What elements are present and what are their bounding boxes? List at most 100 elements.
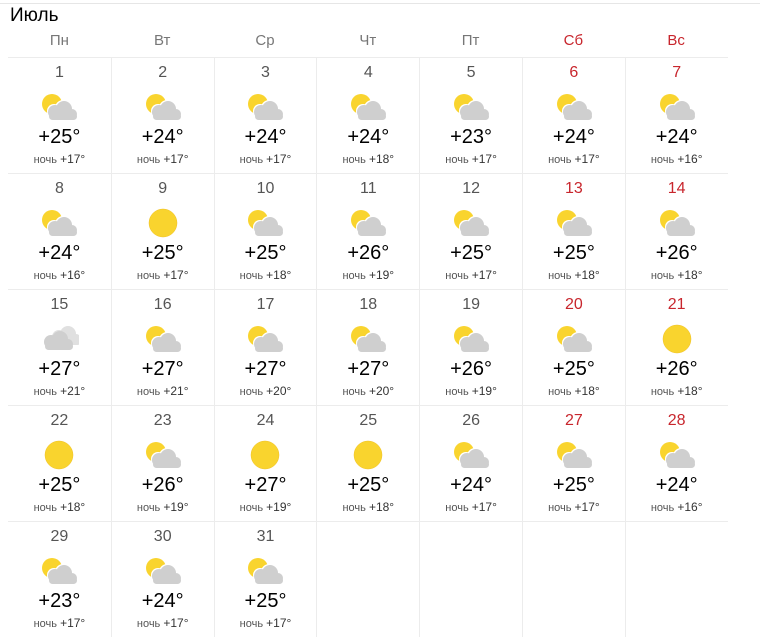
day-number: 24 <box>256 412 275 429</box>
day-cell[interactable]: 27 +25° ночь +17° <box>521 405 625 521</box>
day-cell[interactable]: 13 +25° ночь +18° <box>521 173 625 289</box>
night-label: ночь <box>33 270 57 282</box>
day-cell[interactable]: 7 +24° ночь +16° <box>624 57 728 173</box>
partly-cloudy-icon <box>348 324 388 354</box>
day-cell[interactable]: 14 +26° ночь +18° <box>624 173 728 289</box>
night-label: ночь <box>136 270 161 282</box>
partly-cloudy-icon <box>451 92 491 122</box>
night-label: ночь <box>239 386 264 398</box>
day-cell[interactable]: 21 +26° ночь +18° <box>624 289 728 405</box>
day-temperature: +27° <box>244 358 287 380</box>
night-temperature: ночь +20° <box>215 384 317 398</box>
day-number: 30 <box>153 528 172 545</box>
day-number: 25 <box>359 412 378 429</box>
night-label: ночь <box>548 386 572 398</box>
day-cell[interactable]: 9 +25° ночь +17° <box>110 173 214 289</box>
day-temperature: +24° <box>655 126 698 148</box>
night-value: +17° <box>60 616 86 630</box>
day-number: 5 <box>466 64 476 81</box>
day-cell[interactable]: 23 +26° ночь +19° <box>110 405 214 521</box>
night-value: +17° <box>60 152 86 166</box>
night-temperature: ночь +17° <box>112 268 214 282</box>
day-number: 6 <box>569 64 579 81</box>
night-value: +18° <box>677 268 703 282</box>
day-number: 16 <box>153 296 172 313</box>
night-temperature: ночь +21° <box>8 384 111 398</box>
day-temperature: +24° <box>450 474 493 496</box>
top-divider <box>0 0 760 4</box>
night-value: +18° <box>368 152 395 166</box>
night-temperature: ночь +19° <box>215 500 317 514</box>
day-number: 19 <box>462 296 480 313</box>
day-cell[interactable]: 6 +24° ночь +17° <box>521 57 625 173</box>
night-temperature: ночь +17° <box>523 500 625 514</box>
night-temperature: ночь +18° <box>523 268 625 282</box>
day-cell[interactable]: 4 +24° ночь +18° <box>316 57 420 173</box>
night-value: +17° <box>471 152 497 166</box>
day-temperature: +26° <box>450 358 493 380</box>
day-cell[interactable]: 26 +24° ночь +17° <box>419 405 522 521</box>
partly-cloudy-icon <box>554 440 594 470</box>
night-value: +17° <box>163 616 189 630</box>
partly-cloudy-icon <box>245 324 285 354</box>
day-cell[interactable]: 17 +27° ночь +20° <box>213 289 317 405</box>
night-temperature: ночь +18° <box>215 268 317 282</box>
day-temperature: +25° <box>141 242 184 264</box>
day-temperature: +26° <box>655 358 698 380</box>
night-label: ночь <box>650 502 675 514</box>
day-cell[interactable]: 24 +27° ночь +19° <box>213 405 317 521</box>
night-label: ночь <box>650 154 675 166</box>
night-label: ночь <box>548 270 572 282</box>
night-value: +21° <box>60 384 86 398</box>
day-cell[interactable]: 10 +25° ночь +18° <box>213 173 317 289</box>
night-temperature: ночь +17° <box>420 152 522 166</box>
night-label: ночь <box>33 154 57 166</box>
night-value: +17° <box>574 500 600 514</box>
day-number: 1 <box>54 64 64 81</box>
weekday-label: Вс <box>667 32 685 49</box>
day-cell[interactable]: 31 +25° ночь +17° <box>213 521 317 637</box>
day-cell[interactable]: 15 +27° ночь +21° <box>8 289 111 405</box>
day-cell[interactable]: 12 +25° ночь +17° <box>419 173 522 289</box>
partly-cloudy-icon <box>554 92 594 122</box>
day-cell[interactable]: 19 +26° ночь +19° <box>419 289 522 405</box>
day-temperature: +26° <box>347 242 390 264</box>
day-cell[interactable]: 29 +23° ночь +17° <box>8 521 111 637</box>
night-temperature: ночь +18° <box>626 384 728 398</box>
night-temperature: ночь +17° <box>420 500 522 514</box>
day-temperature: +25° <box>244 242 287 264</box>
day-cell[interactable]: 22 +25° ночь +18° <box>8 405 111 521</box>
night-temperature: ночь +20° <box>317 384 419 398</box>
day-number: 11 <box>359 180 377 197</box>
night-temperature: ночь +17° <box>112 616 214 630</box>
day-cell[interactable]: 2 +24° ночь +17° <box>110 57 214 173</box>
day-cell[interactable]: 30 +24° ночь +17° <box>110 521 214 637</box>
day-cell[interactable]: 20 +25° ночь +18° <box>521 289 625 405</box>
night-label: ночь <box>342 270 366 282</box>
day-cell[interactable]: 16 +27° ночь +21° <box>110 289 214 405</box>
night-temperature: ночь +18° <box>8 500 111 514</box>
day-temperature: +24° <box>141 590 184 612</box>
day-cell[interactable]: 1 +25° ночь +17° <box>8 57 111 173</box>
day-cell[interactable]: 28 +24° ночь +16° <box>624 405 728 521</box>
night-value: +18° <box>677 384 703 398</box>
day-cell[interactable]: 8 +24° ночь +16° <box>8 173 111 289</box>
partly-cloudy-icon <box>348 208 388 238</box>
night-label: ночь <box>239 618 264 630</box>
day-cell[interactable]: 5 +23° ночь +17° <box>419 57 522 173</box>
night-temperature: ночь +17° <box>8 152 111 166</box>
day-cell[interactable]: 25 +25° ночь +18° <box>316 405 420 521</box>
night-temperature: ночь +17° <box>8 616 111 630</box>
day-cell[interactable]: 11 +26° ночь +19° <box>316 173 420 289</box>
night-temperature: ночь +19° <box>112 500 214 514</box>
sunny-icon <box>245 440 285 470</box>
night-label: ночь <box>239 154 264 166</box>
day-temperature: +25° <box>347 474 390 496</box>
day-cell[interactable]: 3 +24° ночь +17° <box>213 57 317 173</box>
partly-cloudy-icon <box>245 208 285 238</box>
night-temperature: ночь +18° <box>626 268 728 282</box>
night-value: +19° <box>471 384 497 398</box>
day-cell[interactable]: 18 +27° ночь +20° <box>316 289 420 405</box>
day-temperature: +25° <box>450 242 493 264</box>
night-value: +16° <box>60 268 86 282</box>
